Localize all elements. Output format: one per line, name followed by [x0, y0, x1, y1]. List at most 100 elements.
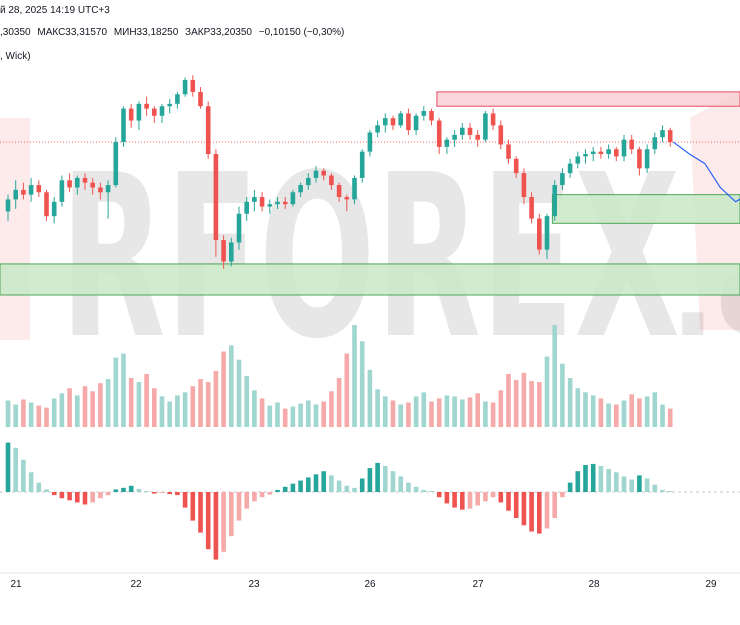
candle-body-8	[67, 180, 72, 188]
oscillator-bar-82	[637, 475, 642, 492]
candle-body-6	[51, 201, 57, 217]
candle-body-17	[136, 103, 142, 121]
candle-body-76	[590, 151, 596, 155]
volume-bar-80	[621, 400, 627, 427]
candle-body-72	[560, 173, 565, 186]
volume-bar-67	[521, 372, 527, 427]
oscillator-bar-30	[236, 492, 242, 521]
volume-bar-17	[136, 382, 142, 427]
volume-bar-48	[375, 389, 380, 427]
volume-bar-0	[5, 400, 11, 427]
oscillator-bar-14	[113, 489, 119, 492]
oscillator-bar-54	[421, 489, 427, 492]
candle-body-51	[398, 113, 403, 126]
oscillator-bar-40	[313, 474, 319, 492]
candle-body-44	[344, 197, 350, 200]
oscillator-bar-61	[475, 492, 480, 506]
x-tick-label-26: 26	[364, 579, 376, 590]
candle-body-22	[175, 94, 180, 104]
volume-bar-16	[128, 378, 134, 427]
volume-bar-3	[28, 402, 34, 427]
candle-body-85	[660, 130, 665, 138]
candle-body-41	[321, 170, 326, 176]
candle-body-79	[614, 149, 619, 157]
volume-bar-33	[259, 398, 265, 427]
oscillator-bar-27	[213, 492, 219, 560]
oscillator-bar-50	[390, 471, 396, 492]
low-value: МИН33,18250	[113, 27, 179, 38]
candle-body-10	[82, 177, 88, 183]
oscillator-bar-16	[128, 485, 134, 492]
volume-bar-24	[190, 386, 196, 427]
volume-bar-76	[590, 395, 596, 427]
oscillator-bar-18	[144, 490, 149, 492]
oscillator-bar-83	[644, 478, 650, 492]
oscillator-bar-72	[560, 492, 565, 498]
volume-bar-72	[560, 363, 565, 427]
volume-bar-78	[606, 403, 611, 427]
candle-body-62	[483, 113, 488, 140]
candle-body-11	[90, 182, 95, 188]
candle-body-2	[21, 189, 26, 195]
volume-bar-65	[506, 373, 511, 427]
volume-bar-4	[36, 405, 42, 427]
volume-bar-21	[167, 401, 172, 427]
oscillator-bar-3	[28, 472, 34, 492]
oscillator-bar-71	[552, 492, 557, 518]
volume-bar-40	[313, 404, 319, 427]
oscillator-bar-78	[606, 469, 611, 492]
candle-body-39	[306, 177, 311, 186]
oscillator-bar-58	[452, 492, 457, 508]
projection-line	[672, 141, 740, 203]
oscillator-bar-81	[629, 479, 634, 492]
volume-bar-68	[529, 381, 534, 427]
volume-bar-43	[336, 378, 342, 427]
oscillator-bar-6	[51, 492, 57, 496]
candle-body-60	[467, 127, 473, 135]
volume-bar-73	[567, 378, 573, 427]
volume-bar-26	[205, 382, 211, 427]
volume-bar-18	[144, 373, 149, 427]
candle-body-69	[537, 218, 542, 250]
volume-bar-25	[198, 379, 203, 427]
candle-body-21	[167, 103, 172, 107]
candle-body-40	[313, 170, 319, 178]
oscillator-bar-49	[383, 466, 388, 492]
candle-body-52	[406, 113, 411, 131]
volume-bar-75	[583, 392, 588, 427]
indicator-legend: , Wick)	[0, 51, 35, 62]
volume-bar-70	[544, 356, 550, 427]
volume-bar-83	[644, 396, 650, 427]
candle-body-35	[275, 201, 280, 205]
candle-body-65	[506, 144, 511, 159]
oscillator-bar-32	[252, 492, 257, 502]
projection-layer	[672, 141, 740, 203]
oscillator-bar-1	[13, 447, 18, 492]
volume-bar-10	[82, 386, 88, 427]
oscillator-bar-66	[513, 492, 519, 518]
oscillator-bar-69	[537, 492, 542, 534]
oscillator-bar-19	[152, 492, 157, 494]
volume-bar-32	[252, 390, 257, 427]
candle-body-63	[490, 113, 496, 126]
oscillator-bar-56	[436, 492, 442, 498]
candle-body-74	[575, 156, 581, 164]
candle-body-80	[621, 139, 627, 157]
candle-body-81	[629, 139, 634, 150]
x-tick-label-23: 23	[248, 579, 260, 590]
oscillator-bar-2	[21, 459, 26, 492]
oscillator-bar-57	[444, 492, 450, 504]
candle-body-23	[182, 79, 188, 95]
volume-bar-20	[159, 396, 165, 427]
oscillator-bar-53	[413, 486, 419, 492]
oscillator-bar-42	[329, 475, 334, 492]
candle-body-75	[583, 154, 588, 157]
oscillator-layer	[0, 442, 740, 560]
volume-bar-23	[182, 392, 188, 427]
watermark-text: RFOREX	[60, 127, 680, 389]
volume-bar-82	[637, 398, 642, 427]
candle-body-26	[205, 106, 211, 155]
volume-bar-55	[429, 401, 434, 427]
